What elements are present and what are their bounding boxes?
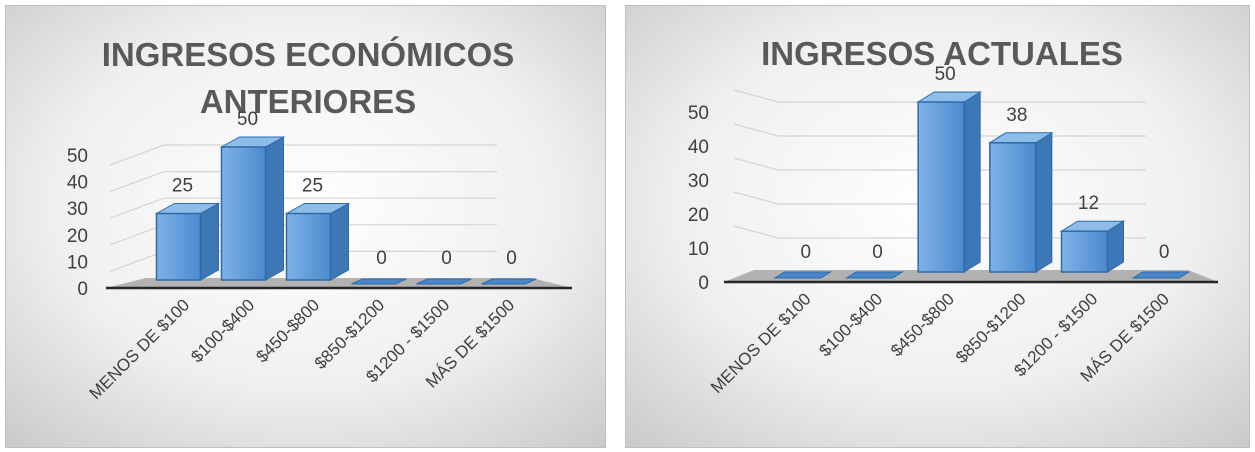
data-label: 0 — [872, 242, 883, 263]
bar-flat — [351, 278, 407, 285]
data-label: 25 — [172, 176, 193, 197]
y-tick-label: 40 — [67, 173, 88, 194]
bar-m-s-de-1500 — [481, 278, 537, 285]
chart-floor — [724, 270, 1218, 282]
y-tick-label: 10 — [67, 252, 88, 273]
bar-menos-de-100 — [773, 271, 833, 279]
data-label: 0 — [506, 248, 517, 269]
gridline-30 — [109, 197, 497, 219]
bar-flat — [773, 271, 833, 279]
bar-flat — [1131, 271, 1191, 279]
data-label: 0 — [376, 248, 387, 269]
bar-450-800 — [284, 202, 351, 281]
y-tick-label: 20 — [67, 226, 88, 247]
y-tick-label: 50 — [688, 103, 709, 124]
chart-panel-anteriores: INGRESOS ECONÓMICOS ANTERIORES 0 10 20 30 40 50… — [5, 5, 606, 448]
data-label: 12 — [1078, 193, 1099, 214]
bar-100-400 — [219, 136, 286, 281]
gridline-50 — [733, 89, 1146, 103]
bar-front — [989, 142, 1037, 273]
data-label: 25 — [302, 176, 323, 197]
bar-850-1200 — [351, 278, 407, 285]
bar-front — [220, 146, 267, 281]
bar-1200-1500 — [416, 278, 472, 285]
bar-flat — [844, 271, 904, 279]
bar-front — [917, 101, 965, 273]
bar-1200-1500 — [1059, 220, 1126, 273]
bar-m-s-de-1500 — [1131, 271, 1191, 279]
gridline-50 — [109, 144, 497, 166]
bar-flat — [416, 278, 472, 285]
bar-front — [285, 212, 332, 281]
data-label: 0 — [441, 248, 452, 269]
chart-title-line-1: INGRESOS ACTUALES — [761, 35, 1123, 72]
y-tick-label: 30 — [67, 199, 88, 220]
bar-side — [200, 202, 219, 281]
gridline-40 — [109, 171, 497, 193]
y-tick-label: 20 — [688, 205, 709, 226]
y-tick-label: 10 — [688, 239, 709, 260]
chart-anteriores: INGRESOS ECONÓMICOS ANTERIORES 0 10 20 30 40 50… — [6, 6, 605, 447]
data-label: 50 — [935, 64, 956, 85]
data-label: 0 — [801, 242, 812, 263]
data-label: 38 — [1006, 105, 1027, 126]
bar-450-800 — [916, 91, 982, 273]
chart-title-line-2: ANTERIORES — [200, 83, 416, 120]
bar-menos-de-100 — [154, 202, 221, 281]
chart-panel-actuales: INGRESOS ACTUALES 0 10 20 30 40 50 0 MENOS DE $1… — [625, 5, 1250, 448]
bar-flat — [481, 278, 537, 285]
y-tick-label: 0 — [698, 273, 709, 294]
data-label: 0 — [1159, 242, 1170, 263]
y-tick-label: 0 — [77, 279, 88, 300]
y-tick-label: 40 — [688, 137, 709, 158]
y-tick-label: 30 — [688, 171, 709, 192]
data-label: 50 — [237, 109, 258, 130]
y-tick-label: 50 — [67, 146, 88, 167]
chart-title-line-1: INGRESOS ECONÓMICOS — [102, 36, 515, 73]
bar-100-400 — [844, 271, 904, 279]
bar-front — [155, 212, 202, 281]
bar-side — [1035, 131, 1053, 273]
bar-side — [963, 91, 981, 273]
bar-side — [330, 202, 349, 281]
bar-850-1200 — [988, 131, 1054, 273]
bar-front — [1060, 230, 1109, 273]
bar-side — [265, 136, 284, 281]
